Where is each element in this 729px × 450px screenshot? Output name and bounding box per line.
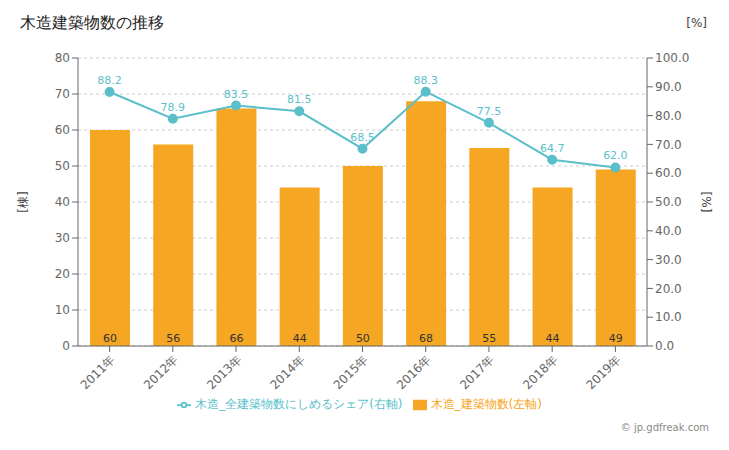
svg-text:78.9: 78.9 bbox=[161, 101, 186, 114]
svg-text:2013年: 2013年 bbox=[204, 352, 244, 392]
svg-text:60.0: 60.0 bbox=[655, 166, 682, 180]
svg-text:2017年: 2017年 bbox=[457, 352, 497, 392]
html-text:© jp.gdfreak.com: © jp.gdfreak.com bbox=[620, 422, 709, 433]
svg-text:83.5: 83.5 bbox=[224, 88, 249, 101]
svg-text:2018年: 2018年 bbox=[520, 352, 560, 392]
svg-text:66: 66 bbox=[229, 332, 243, 345]
svg-text:40.0: 40.0 bbox=[655, 224, 682, 238]
svg-text:55: 55 bbox=[482, 332, 496, 345]
svg-text:50.0: 50.0 bbox=[655, 195, 682, 209]
svg-text:49: 49 bbox=[609, 332, 623, 345]
svg-text:68.5: 68.5 bbox=[350, 131, 375, 144]
svg-text:77.5: 77.5 bbox=[477, 105, 502, 118]
svg-text:20.0: 20.0 bbox=[655, 282, 682, 296]
svg-text:2012年: 2012年 bbox=[141, 352, 181, 392]
svg-text:80: 80 bbox=[55, 51, 70, 65]
svg-text:60: 60 bbox=[55, 123, 70, 137]
svg-text:64.7: 64.7 bbox=[540, 142, 565, 155]
svg-text:44: 44 bbox=[546, 332, 560, 345]
svg-text:88.2: 88.2 bbox=[97, 74, 122, 87]
svg-text:30.0: 30.0 bbox=[655, 253, 682, 267]
svg-text:10.0: 10.0 bbox=[655, 310, 682, 324]
svg-text:30: 30 bbox=[55, 231, 70, 245]
html-text:木造_全建築物数にしめるシェア(右軸): 木造_全建築物数にしめるシェア(右軸) bbox=[195, 397, 403, 411]
svg-text:2016年: 2016年 bbox=[394, 352, 434, 392]
svg-text:62.0: 62.0 bbox=[603, 149, 628, 162]
svg-text:56: 56 bbox=[166, 332, 180, 345]
svg-text:2015年: 2015年 bbox=[331, 352, 371, 392]
svg-text:81.5: 81.5 bbox=[287, 93, 312, 106]
svg-text:0.0: 0.0 bbox=[655, 339, 674, 353]
svg-text:70: 70 bbox=[55, 87, 70, 101]
svg-text:80.0: 80.0 bbox=[655, 109, 682, 123]
svg-text:20: 20 bbox=[55, 267, 70, 281]
html-text:木造_建築物数(左軸): 木造_建築物数(左軸) bbox=[430, 397, 542, 411]
svg-text:10: 10 bbox=[55, 303, 70, 317]
html-text:木造建築物数の推移: 木造建築物数の推移 bbox=[20, 13, 164, 32]
svg-text:60: 60 bbox=[103, 332, 117, 345]
svg-text:90.0: 90.0 bbox=[655, 80, 682, 94]
svg-text:2019年: 2019年 bbox=[584, 352, 624, 392]
svg-text:40: 40 bbox=[55, 195, 70, 209]
svg-text:50: 50 bbox=[55, 159, 70, 173]
svg-text:2014年: 2014年 bbox=[267, 352, 307, 392]
svg-text:70.0: 70.0 bbox=[655, 138, 682, 152]
svg-text:[棟]: [棟] bbox=[16, 191, 30, 212]
svg-text:44: 44 bbox=[293, 332, 307, 345]
svg-text:68: 68 bbox=[419, 332, 433, 345]
svg-text:[%]: [%] bbox=[699, 192, 713, 213]
svg-text:100.0: 100.0 bbox=[655, 51, 689, 65]
svg-text:50: 50 bbox=[356, 332, 370, 345]
svg-text:0: 0 bbox=[62, 339, 70, 353]
svg-text:88.3: 88.3 bbox=[413, 74, 438, 87]
svg-text:2011年: 2011年 bbox=[78, 352, 118, 392]
